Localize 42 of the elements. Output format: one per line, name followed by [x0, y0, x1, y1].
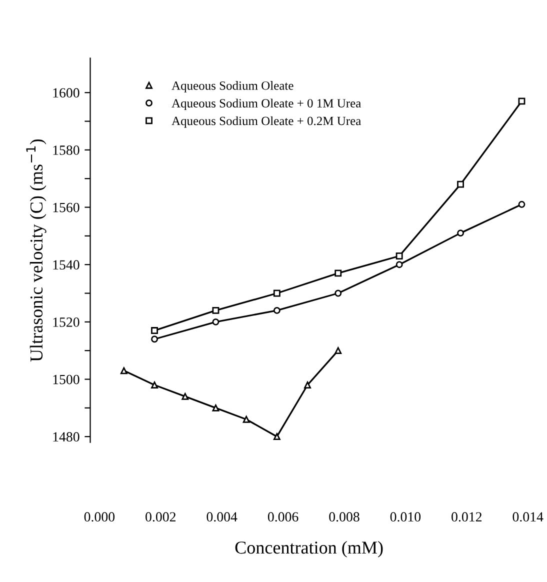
point: [212, 404, 220, 412]
x-tick-label: 0.014: [512, 512, 544, 522]
y-tick-label: 1600: [53, 88, 80, 98]
point: [212, 318, 220, 326]
point: [304, 382, 311, 388]
x-tick-label: 0.000: [84, 512, 115, 522]
x-tick-label: 0.006: [268, 512, 298, 522]
point: [182, 392, 189, 400]
legend-label: Aqueous Sodium Oleate: [172, 81, 294, 92]
y-tick-label: 1540: [53, 260, 80, 270]
x-tick-label: 0.002: [146, 512, 176, 522]
x-tick-label: 0.012: [452, 512, 482, 522]
y-tick-label: 1580: [53, 146, 80, 155]
point: [273, 433, 280, 440]
point: [334, 290, 342, 297]
point: [334, 347, 342, 354]
x-axis-title: Concentration (mM): [235, 541, 383, 558]
legend-label: Aqueous Sodium Oleate + 0 1M Urea: [172, 98, 361, 110]
point: [334, 270, 342, 277]
y-tick-label: 1520: [53, 318, 80, 327]
point: [396, 252, 403, 260]
point: [151, 382, 158, 388]
y-tick-label: 1500: [53, 374, 80, 384]
point: [151, 327, 158, 334]
point: [120, 367, 128, 374]
point: [151, 336, 158, 343]
x-tick-label: 0.008: [329, 512, 360, 522]
y-tick-label: 1560: [53, 202, 80, 212]
y-axis-title: Ultrasonic velocity (C) (ms$^{−1}$): [26, 139, 46, 362]
point: [212, 306, 220, 314]
point: [242, 416, 250, 423]
y-tick-label: 1480: [53, 432, 80, 442]
point: [273, 306, 280, 314]
point: [518, 200, 526, 208]
legend-label: Aqueous Sodium Oleate + 0.2M Urea: [172, 116, 361, 128]
point: [457, 180, 464, 188]
point: [273, 290, 280, 297]
x-tick-label: 0.004: [206, 512, 238, 522]
point: [518, 98, 526, 105]
x-tick-label: 0.010: [390, 512, 421, 522]
point: [457, 230, 464, 237]
point: [396, 261, 403, 268]
